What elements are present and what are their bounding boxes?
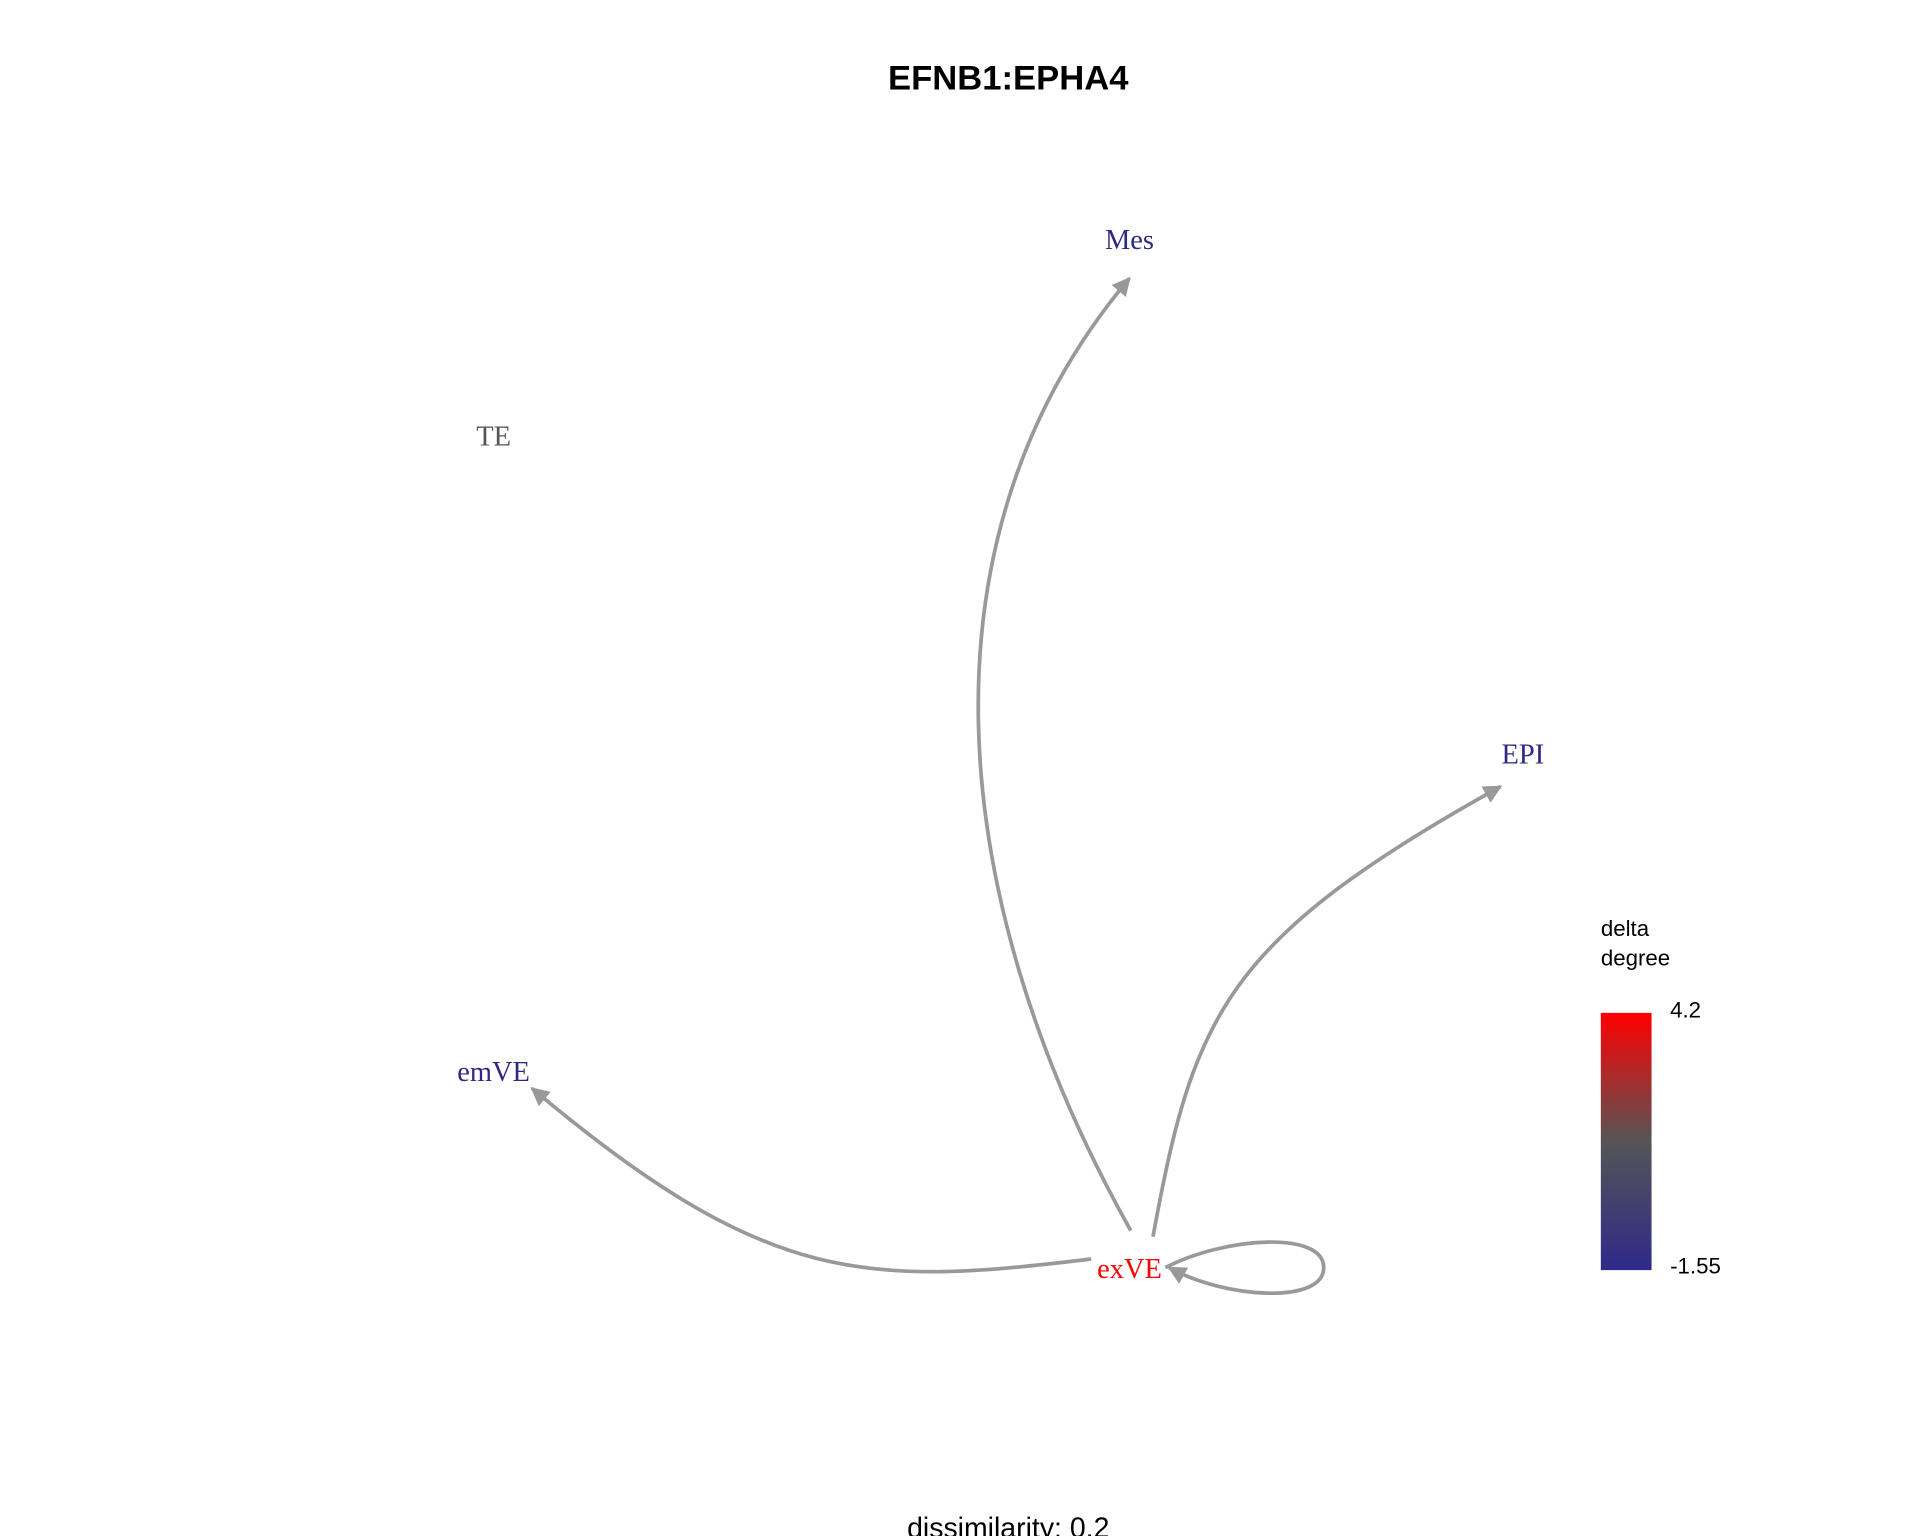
footer: dissimilarity: 0.2 [907,1512,1109,1536]
legend-max: 4.2 [1670,998,1701,1023]
legend-title: delta [1601,916,1650,941]
edge [1151,784,1503,1238]
color-bar [1600,1012,1652,1271]
self-loop [1164,1240,1326,1296]
node-label: emVE [457,1057,530,1088]
node-label: exVE [1097,1254,1162,1285]
edge [976,276,1133,1232]
node-label: Mes [1105,225,1154,256]
legend-min: -1.55 [1670,1254,1721,1279]
node-label: EPI [1502,739,1545,770]
title: EFNB1:EPHA4 [888,60,1129,98]
edge [530,1086,1092,1274]
legend-title: degree [1601,946,1670,971]
node-label: TE [476,422,511,453]
